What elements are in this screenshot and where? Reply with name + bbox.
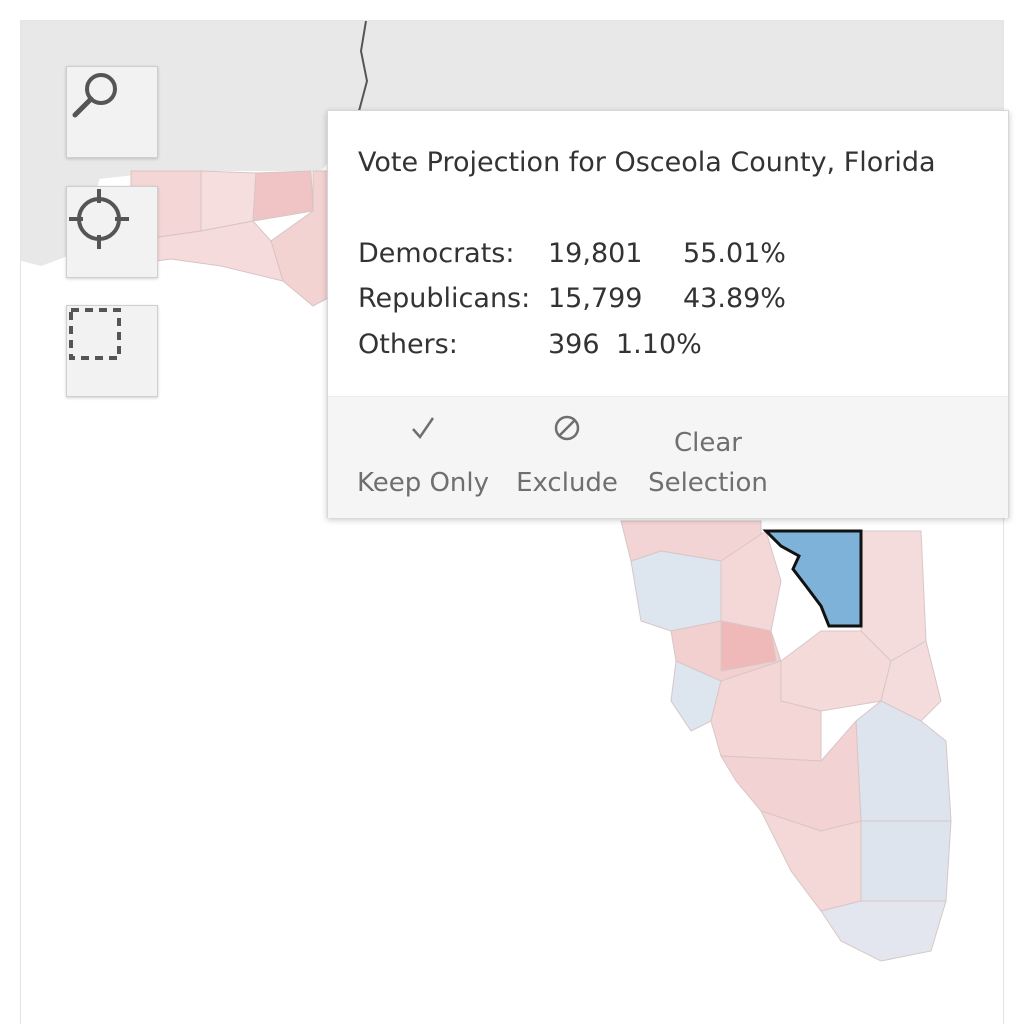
republicans-percent: 43.89% xyxy=(683,283,786,314)
democrats-count: 19,801 xyxy=(548,238,643,269)
exclude-button[interactable]: Exclude xyxy=(508,397,626,518)
others-count: 396 xyxy=(548,329,600,360)
tooltip-title: Vote Projection for Osceola County, Flor… xyxy=(358,147,936,178)
exclude-label: Exclude xyxy=(516,468,618,498)
democrats-percent: 55.01% xyxy=(683,238,786,269)
checkmark-icon xyxy=(348,413,498,447)
rectangle-select-button[interactable] xyxy=(66,305,158,397)
rectangle-select-icon xyxy=(69,308,121,360)
republicans-label: Republicans: xyxy=(358,283,531,314)
clear-selection-button[interactable]: Clear Selection xyxy=(640,397,776,518)
osceola-county-selected[interactable] xyxy=(762,529,863,628)
republicans-count: 15,799 xyxy=(548,283,643,314)
zoom-to-location-button[interactable] xyxy=(66,186,158,278)
clear-label-line2: Selection xyxy=(648,468,768,498)
tooltip-actions: Keep Only Exclude Clear Selection xyxy=(328,396,1008,518)
vote-projection-tooltip: Vote Projection for Osceola County, Flor… xyxy=(327,110,1009,518)
democrats-label: Democrats: xyxy=(358,238,515,269)
search-map-button[interactable] xyxy=(66,66,158,158)
panhandle-counties[interactable] xyxy=(80,170,342,307)
peninsula-counties[interactable] xyxy=(620,520,952,962)
search-icon xyxy=(72,73,117,118)
others-percent: 1.10% xyxy=(616,329,702,360)
prohibited-icon xyxy=(508,413,626,447)
keep-only-button[interactable]: Keep Only xyxy=(348,397,498,518)
keep-only-label: Keep Only xyxy=(356,468,490,498)
clear-label-line1: Clear xyxy=(674,428,742,458)
crosshair-icon xyxy=(69,189,129,249)
others-label: Others: xyxy=(358,329,458,360)
